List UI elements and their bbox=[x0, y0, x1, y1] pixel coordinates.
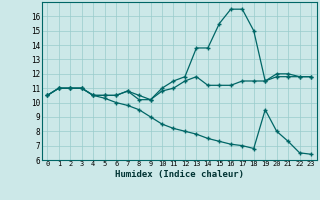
X-axis label: Humidex (Indice chaleur): Humidex (Indice chaleur) bbox=[115, 170, 244, 179]
